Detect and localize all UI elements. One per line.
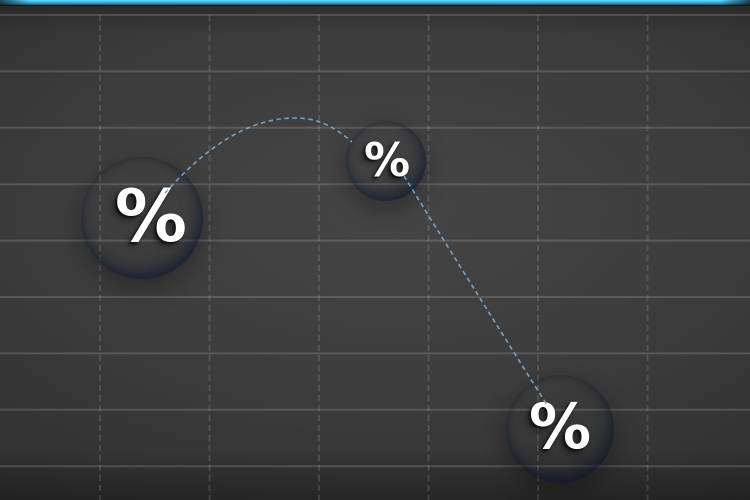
percent-sphere-3: % [506, 375, 614, 483]
percent-symbol-3: % [528, 390, 592, 463]
percent-sphere-1: % [81, 157, 203, 279]
top-accent-bar-shadow [0, 5, 750, 6]
percent-sphere-2: % [346, 121, 426, 201]
trend-curve-rising-segment [164, 117, 353, 194]
top-accent-bar [0, 0, 750, 5]
percent-symbol-1: % [114, 174, 188, 258]
trend-curve-falling-segment [403, 175, 548, 406]
percent-symbol-2: % [363, 133, 411, 187]
